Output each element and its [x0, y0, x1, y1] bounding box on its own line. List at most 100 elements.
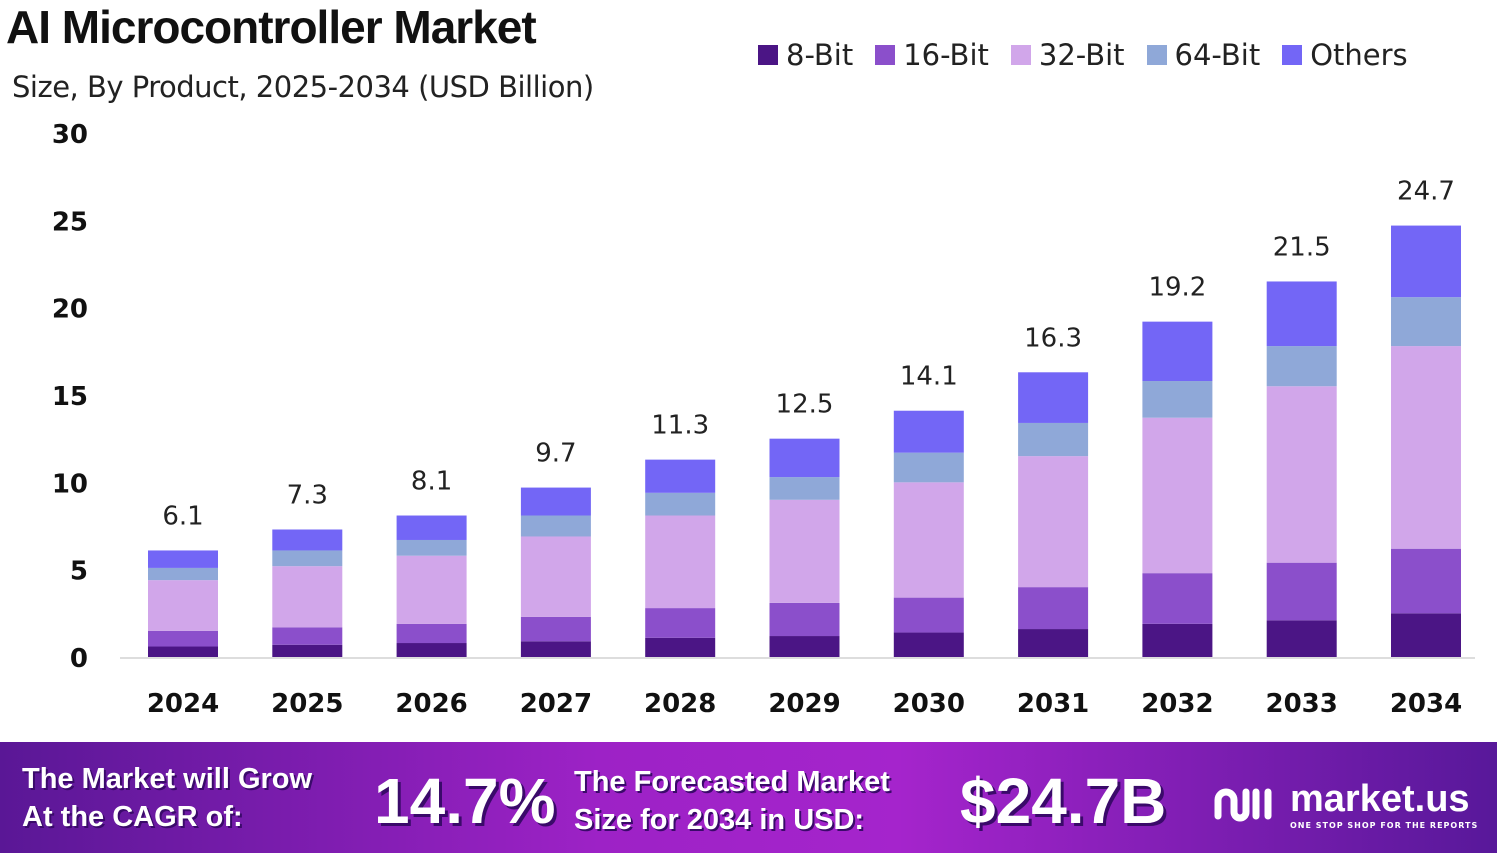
bar-segment-16-bit — [1266, 562, 1337, 621]
total-data-label: 16.3 — [1024, 323, 1082, 353]
forecast-text-line1: The Forecasted Market — [574, 766, 890, 798]
total-data-label: 21.5 — [1273, 232, 1331, 262]
cagr-text-line1: The Market will Grow — [22, 763, 313, 795]
x-tick-label: 2032 — [1141, 689, 1213, 719]
forecast-value: $24.7B — [960, 765, 1167, 837]
bar-segment-others — [1266, 281, 1337, 347]
bar-segment-64-bit — [1266, 346, 1337, 387]
cagr-value: 14.7% — [374, 765, 556, 837]
chart-subtitle: Size, By Product, 2025-2034 (USD Billion… — [12, 70, 594, 104]
legend-item: 32-Bit — [1010, 38, 1125, 72]
legend-swatch — [1146, 45, 1167, 65]
bar-segment-16-bit — [520, 616, 591, 642]
bar-segment-8-bit — [520, 641, 591, 657]
bar-segment-8-bit — [1391, 613, 1461, 657]
bar-segment-others — [893, 410, 964, 453]
bar-segment-64-bit — [769, 477, 840, 500]
bar-segment-16-bit — [769, 602, 840, 637]
legend-item: 16-Bit — [875, 38, 989, 72]
y-tick-label: 25 — [52, 207, 88, 237]
total-data-label: 19.2 — [1148, 273, 1206, 303]
y-tick-label: 5 — [70, 557, 88, 587]
x-tick-label: 2025 — [271, 689, 343, 719]
total-data-label: 7.3 — [287, 480, 328, 510]
legend-label: 64-Bit — [1174, 38, 1261, 72]
bar-segment-16-bit — [148, 630, 218, 647]
bar-segment-32-bit — [1391, 346, 1461, 549]
bar-segment-8-bit — [769, 636, 840, 657]
cagr-text-line2: At the CAGR of: — [22, 801, 243, 833]
bar-segment-64-bit — [1018, 422, 1089, 457]
bar-segment-16-bit — [396, 623, 467, 644]
x-tick-label: 2026 — [395, 689, 467, 719]
x-tick-label: 2030 — [893, 689, 965, 719]
bar-segment-16-bit — [272, 627, 343, 645]
bar-segment-others — [148, 550, 218, 568]
bar-segment-others — [520, 487, 591, 516]
brand-name: market.us — [1290, 778, 1470, 820]
bar-segment-others — [1018, 372, 1089, 423]
y-tick-label: 10 — [52, 469, 88, 499]
bar-segment-64-bit — [148, 567, 218, 581]
x-tick-label: 2033 — [1266, 689, 1338, 719]
bar-segment-32-bit — [1018, 456, 1089, 588]
bar-segment-8-bit — [1266, 620, 1337, 657]
bar-segment-8-bit — [1142, 623, 1213, 657]
chart-title: AI Microcontroller Market — [6, 1, 537, 53]
bar-segment-32-bit — [396, 555, 467, 624]
total-data-label: 12.5 — [776, 390, 834, 420]
bar-segment-others — [1142, 321, 1213, 382]
bar-segment-8-bit — [645, 637, 716, 657]
bar-segment-32-bit — [520, 536, 591, 617]
footer-banner: The Market will Grow At the CAGR of: 14.… — [0, 742, 1497, 853]
brand-tagline: ONE STOP SHOP FOR THE REPORTS — [1290, 821, 1479, 830]
legend-swatch — [758, 45, 778, 65]
bar-segment-32-bit — [645, 515, 716, 609]
bar-segment-16-bit — [1018, 587, 1089, 630]
bar-segment-64-bit — [645, 492, 716, 516]
bar-segment-8-bit — [148, 646, 218, 657]
bar-segment-16-bit — [1391, 548, 1461, 614]
total-data-label: 9.7 — [535, 439, 576, 469]
legend-swatch — [1010, 45, 1031, 65]
bar-segment-32-bit — [1266, 386, 1337, 563]
legend-label: 16-Bit — [903, 38, 989, 72]
legend-swatch — [875, 45, 896, 65]
x-tick-label: 2028 — [644, 689, 716, 719]
total-data-label: 14.1 — [900, 362, 958, 392]
x-tick-label: 2034 — [1390, 689, 1462, 719]
bar-segment-32-bit — [769, 499, 840, 603]
brand-logo: market.us ONE STOP SHOP FOR THE REPORTS — [1212, 778, 1478, 830]
bar-segment-8-bit — [272, 644, 343, 657]
total-data-label: 24.7 — [1397, 177, 1455, 207]
x-tick-label: 2029 — [768, 689, 840, 719]
bar-segment-64-bit — [396, 539, 467, 556]
market-us-logo-icon — [1214, 788, 1272, 822]
legend-item: 64-Bit — [1146, 38, 1261, 72]
bar-segment-64-bit — [520, 515, 591, 537]
bar-segment-32-bit — [893, 482, 964, 598]
y-tick-label: 15 — [52, 382, 88, 412]
bar-segment-64-bit — [893, 452, 964, 483]
legend-item: 8-Bit — [758, 38, 853, 72]
total-data-label: 11.3 — [651, 411, 709, 441]
bar-segment-8-bit — [396, 643, 467, 657]
bar-segment-others — [645, 459, 716, 493]
bar-segment-64-bit — [1391, 297, 1461, 347]
bar-segment-32-bit — [272, 566, 343, 628]
legend: 8-Bit 16-Bit 32-Bit 64-Bit Others — [758, 38, 1408, 72]
bar-segment-others — [1391, 225, 1461, 298]
total-data-label: 8.1 — [411, 467, 452, 497]
total-data-label: 6.1 — [162, 501, 203, 531]
bar-segment-8-bit — [1018, 629, 1089, 657]
legend-label: 8-Bit — [786, 38, 854, 72]
x-tick-label: 2031 — [1017, 689, 1089, 719]
bar-segment-16-bit — [1142, 573, 1213, 624]
bar-segment-64-bit — [272, 550, 343, 567]
forecast-text-line2: Size for 2034 in USD: — [574, 804, 865, 836]
y-tick-label: 30 — [52, 120, 88, 150]
x-tick-label: 2024 — [147, 689, 219, 719]
legend-swatch — [1282, 45, 1303, 65]
bar-segment-16-bit — [893, 597, 964, 633]
bar-segment-32-bit — [148, 580, 218, 631]
